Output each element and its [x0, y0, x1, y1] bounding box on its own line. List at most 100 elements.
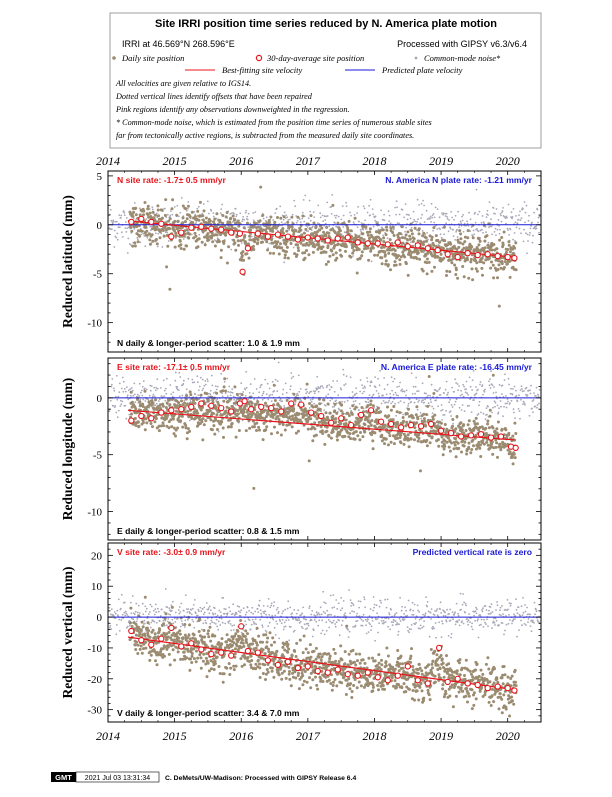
e-avg30-point: [513, 445, 518, 450]
e-daily-point: [174, 435, 177, 438]
n-daily-point: [466, 236, 469, 239]
n-daily-point: [497, 268, 500, 271]
e-cm-noise-point: [420, 418, 422, 420]
e-cm-noise-point: [186, 388, 188, 390]
e-cm-noise-point: [300, 400, 302, 402]
e-daily-point: [413, 438, 416, 441]
e-daily-point: [216, 428, 219, 431]
e-cm-noise-point: [266, 393, 268, 395]
e-avg30-point: [319, 413, 324, 418]
n-cm-noise-point: [529, 232, 531, 234]
n-cm-noise-point: [327, 215, 329, 217]
e-daily-point: [162, 424, 165, 427]
e-cm-noise-point: [539, 389, 541, 391]
e-cm-noise-point: [395, 415, 397, 417]
legend-avg30-label: 30-day-average site position: [266, 53, 364, 63]
n-daily-point: [442, 257, 445, 260]
n-daily-point: [175, 234, 178, 237]
n-cm-noise-point: [322, 220, 324, 222]
e-avg30-point: [169, 408, 174, 413]
e-cm-noise-point: [510, 388, 512, 390]
e-cm-noise-point: [179, 395, 181, 397]
e-cm-noise-point: [469, 398, 471, 400]
e-daily-point: [456, 415, 459, 418]
n-daily-point: [467, 277, 470, 280]
e-cm-noise-point: [385, 401, 387, 403]
e-daily-point: [196, 412, 199, 415]
n-daily-point: [430, 270, 433, 273]
e-cm-noise-point: [262, 399, 264, 401]
n-cm-noise-point: [137, 239, 139, 241]
n-cm-noise-point: [500, 215, 502, 217]
n-cm-noise-point: [235, 208, 237, 210]
e-daily-point: [231, 422, 234, 425]
v-cm-noise-point: [121, 594, 123, 596]
n-daily-point: [129, 226, 132, 229]
v-cm-noise-point: [251, 624, 253, 626]
n-daily-point: [231, 227, 234, 230]
n-daily-point: [180, 247, 183, 250]
e-cm-noise-point: [367, 381, 369, 383]
e-daily-point: [424, 425, 427, 428]
n-cm-noise-point: [322, 215, 324, 217]
n-daily-point: [312, 251, 315, 254]
n-cm-noise-point: [126, 217, 128, 219]
e-cm-noise-point: [116, 399, 118, 401]
e-daily-point: [134, 417, 137, 420]
e-daily-point: [364, 423, 367, 426]
e-cm-noise-point: [462, 404, 464, 406]
n-daily-point: [297, 246, 300, 249]
n-daily-point: [509, 250, 512, 253]
n-daily-point: [408, 235, 411, 238]
n-cm-noise-point: [455, 215, 457, 217]
n-cm-noise-point: [116, 233, 118, 235]
e-cm-noise-point: [211, 385, 213, 387]
e-cm-noise-point: [392, 381, 394, 383]
e-cm-noise-point: [193, 381, 195, 383]
v-cm-noise-point: [142, 613, 144, 615]
n-daily-point: [402, 242, 405, 245]
n-daily-point: [367, 234, 370, 237]
e-daily-point: [233, 385, 236, 388]
e-daily-point: [399, 434, 402, 437]
e-cm-noise-point: [502, 415, 504, 417]
n-cm-noise-point: [426, 210, 428, 212]
e-cm-noise-point: [326, 386, 328, 388]
e-cm-noise-point: [314, 390, 316, 392]
e-daily-point: [330, 437, 333, 440]
e-daily-point: [291, 425, 294, 428]
n-cm-noise-point: [424, 221, 426, 223]
n-y-tick-label: 5: [97, 171, 103, 183]
v-cm-noise-point: [179, 611, 181, 613]
e-daily-point: [212, 424, 215, 427]
v-cm-noise-point: [287, 600, 289, 602]
e-avg30-point: [179, 407, 184, 412]
n-daily-point: [454, 273, 457, 276]
e-daily-point: [227, 400, 230, 403]
n-cm-noise-point: [537, 209, 539, 211]
n-daily-point: [491, 249, 494, 252]
v-cm-noise-point: [190, 609, 192, 611]
n-avg30-point: [149, 219, 154, 224]
n-daily-point: [138, 235, 141, 238]
n-daily-point: [363, 238, 366, 241]
e-cm-noise-point: [421, 401, 423, 403]
e-cm-noise-point: [405, 395, 407, 397]
n-cm-noise-point: [251, 236, 253, 238]
n-daily-point: [368, 231, 371, 234]
e-cm-noise-point: [530, 393, 532, 395]
e-cm-noise-point: [451, 387, 453, 389]
n-avg30-point: [512, 256, 517, 261]
v-cm-noise-point: [229, 620, 231, 622]
e-daily-point: [407, 408, 410, 411]
n-daily-point: [401, 225, 404, 228]
e-cm-noise-point: [400, 400, 402, 402]
n-cm-noise-point: [417, 199, 419, 201]
n-cm-noise-point: [168, 240, 170, 242]
e-daily-point: [348, 414, 351, 417]
e-daily-point: [429, 441, 432, 444]
n-cm-noise-point: [473, 230, 475, 232]
n-daily-point: [324, 234, 327, 237]
e-daily-point: [336, 439, 339, 442]
